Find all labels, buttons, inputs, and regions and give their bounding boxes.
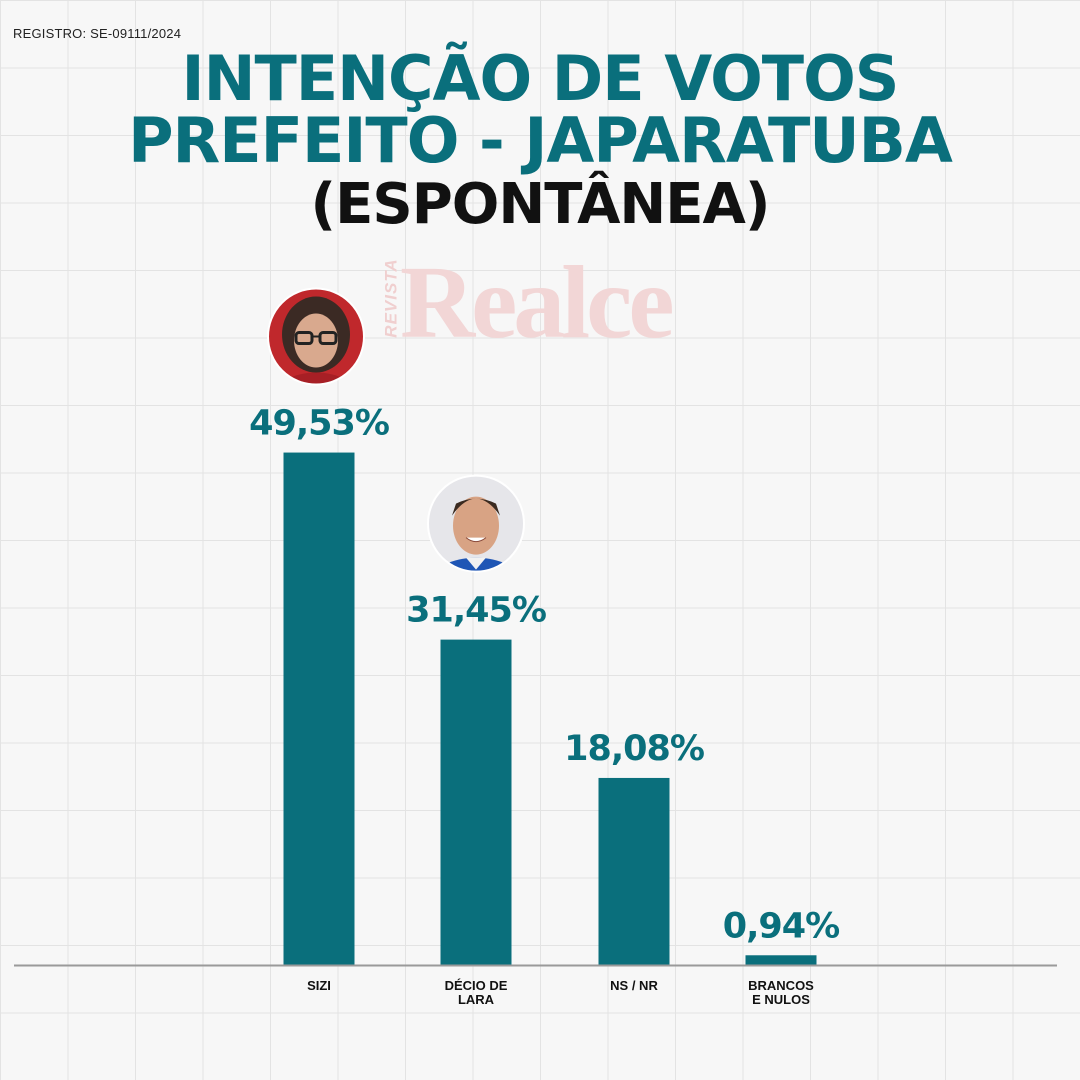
value-label-4: 0,94% bbox=[723, 906, 839, 946]
value-label-2: 31,45% bbox=[406, 591, 546, 631]
registration-number: REGISTRO: SE-09111/2024 bbox=[13, 26, 182, 41]
watermark-logo: REVISTA Realce bbox=[372, 248, 712, 368]
chart-subtitle: (ESPONTÂNEA) bbox=[310, 172, 771, 237]
category-label-1: SIZI bbox=[307, 978, 331, 993]
bar-1 bbox=[283, 452, 355, 965]
category-label-2-line-2: LARA bbox=[458, 992, 495, 1007]
category-label-4-line-2: E NULOS bbox=[752, 992, 810, 1007]
watermark-main-text: Realce bbox=[400, 245, 674, 360]
bar-2 bbox=[440, 639, 512, 965]
value-label-3: 18,08% bbox=[564, 729, 704, 769]
category-label-2-line-1: DÉCIO DE bbox=[445, 978, 508, 993]
bar-3 bbox=[598, 777, 670, 965]
category-label-4-line-1: BRANCOS bbox=[748, 978, 814, 993]
candidate-photo-woman-glasses bbox=[267, 287, 365, 386]
chart-title-line-1: INTENÇÃO DE VOTOS bbox=[181, 42, 900, 115]
category-label-3: NS / NR bbox=[610, 978, 658, 993]
candidate-photo-man-blue-shirt bbox=[427, 474, 525, 573]
bar-4 bbox=[745, 955, 817, 965]
title-block: INTENÇÃO DE VOTOS PREFEITO - JAPARATUBA … bbox=[0, 48, 1080, 236]
chart-title-line-2: PREFEITO - JAPARATUBA bbox=[128, 104, 953, 177]
value-label-1: 49,53% bbox=[249, 404, 389, 444]
